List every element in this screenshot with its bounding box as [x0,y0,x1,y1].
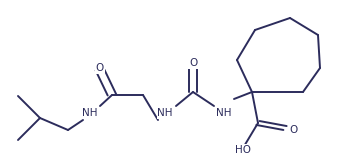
Text: NH: NH [216,108,232,118]
Text: O: O [289,125,297,135]
Text: NH: NH [82,108,98,118]
Text: O: O [189,58,197,68]
Text: NH: NH [157,108,173,118]
Text: O: O [96,63,104,73]
Text: HO: HO [235,145,251,155]
